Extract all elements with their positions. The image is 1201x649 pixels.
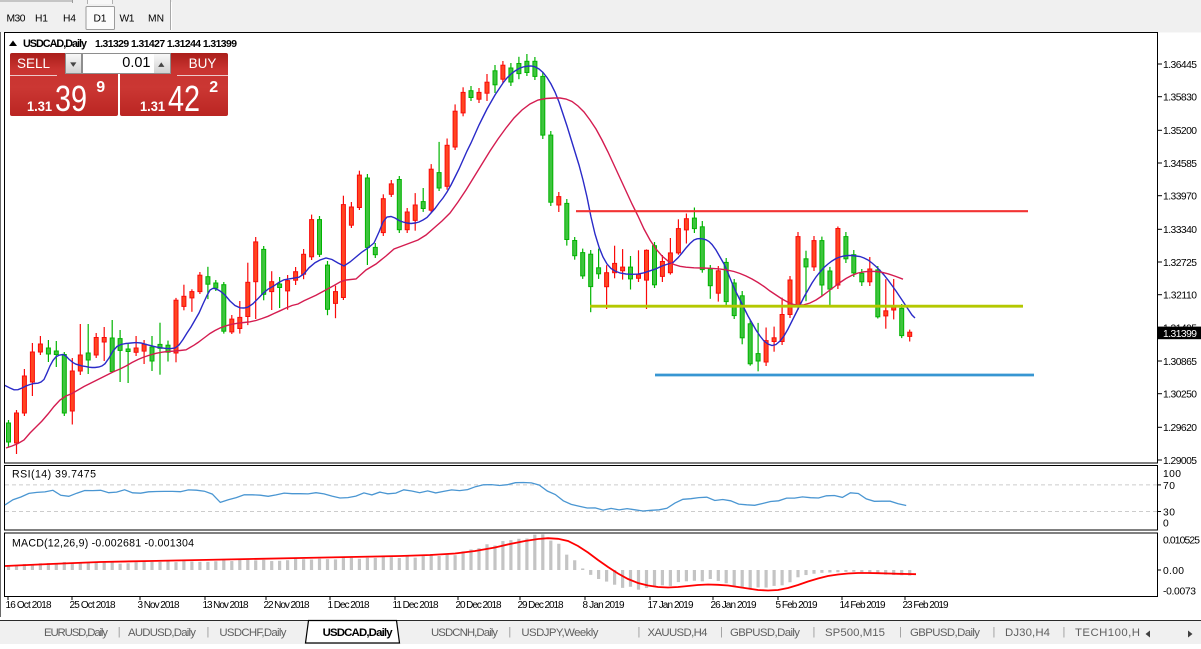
svg-text:GBPUSD,Daily: GBPUSD,Daily — [910, 627, 980, 639]
svg-text:1.33340: 1.33340 — [1163, 225, 1197, 236]
svg-text:-0.0073: -0.0073 — [1163, 586, 1196, 597]
svg-text:USDCAD,Daily: USDCAD,Daily — [323, 627, 394, 639]
svg-text:|: | — [720, 626, 723, 638]
svg-text:|: | — [899, 626, 902, 638]
svg-text:1.30865: 1.30865 — [1163, 357, 1197, 368]
svg-text:H1: H1 — [35, 14, 48, 25]
svg-text:|: | — [638, 626, 641, 638]
svg-text:RSI(14) 39.7475: RSI(14) 39.7475 — [12, 469, 96, 481]
svg-text:13 Nov 2018: 13 Nov 2018 — [203, 600, 249, 611]
svg-text:EURUSD,Daily: EURUSD,Daily — [44, 627, 108, 639]
svg-text:H4: H4 — [63, 14, 76, 25]
svg-text:16 Oct 2018: 16 Oct 2018 — [6, 600, 52, 611]
svg-text:TECH100,H: TECH100,H — [1075, 627, 1140, 639]
svg-text:GBPUSD,Daily: GBPUSD,Daily — [730, 627, 800, 639]
svg-text:100: 100 — [1163, 469, 1181, 480]
svg-text:|: | — [993, 626, 996, 638]
svg-text:23 Feb 2019: 23 Feb 2019 — [903, 600, 949, 611]
svg-text:|: | — [508, 626, 511, 638]
svg-text:USDCNH,Daily: USDCNH,Daily — [431, 627, 498, 639]
svg-text:0: 0 — [1163, 518, 1169, 529]
svg-text:USDCAD,Daily: USDCAD,Daily — [23, 38, 87, 50]
svg-text:1.29620: 1.29620 — [1163, 423, 1197, 434]
svg-text:|: | — [207, 626, 210, 638]
svg-text:1.35830: 1.35830 — [1163, 93, 1197, 104]
svg-text:26 Jan 2019: 26 Jan 2019 — [711, 600, 757, 611]
svg-text:22 Nov 2018: 22 Nov 2018 — [264, 600, 310, 611]
svg-text:1.30250: 1.30250 — [1163, 390, 1197, 401]
svg-text:1.36445: 1.36445 — [1163, 60, 1197, 71]
svg-text:70: 70 — [1163, 481, 1175, 492]
svg-text:1.31329 1.31427 1.31244 1.3139: 1.31329 1.31427 1.31244 1.31399 — [95, 39, 237, 50]
svg-text:1.35200: 1.35200 — [1163, 126, 1197, 137]
svg-text:1.32110: 1.32110 — [1163, 291, 1197, 302]
svg-text:3 Nov 2018: 3 Nov 2018 — [138, 600, 180, 611]
svg-text:29 Dec 2018: 29 Dec 2018 — [518, 600, 564, 611]
svg-text:0.010525: 0.010525 — [1163, 535, 1200, 546]
svg-text:0.00: 0.00 — [1163, 566, 1184, 577]
svg-text:14 Feb 2019: 14 Feb 2019 — [840, 600, 886, 611]
svg-text:8 Jan 2019: 8 Jan 2019 — [583, 600, 625, 611]
svg-text:USDCHF,Daily: USDCHF,Daily — [219, 627, 286, 639]
svg-text:AUDUSD,Daily: AUDUSD,Daily — [128, 627, 196, 639]
svg-text:1.29005: 1.29005 — [1163, 456, 1197, 467]
svg-text:M30: M30 — [7, 14, 26, 25]
svg-text:|: | — [1063, 626, 1066, 638]
svg-text:20 Dec 2018: 20 Dec 2018 — [456, 600, 502, 611]
svg-text:25 Oct 2018: 25 Oct 2018 — [70, 600, 116, 611]
svg-text:1.34585: 1.34585 — [1163, 159, 1197, 170]
svg-text:W1: W1 — [120, 14, 135, 25]
svg-text:1.32725: 1.32725 — [1163, 258, 1197, 269]
svg-text:30: 30 — [1163, 507, 1175, 518]
svg-text:1.33970: 1.33970 — [1163, 192, 1197, 203]
svg-text:1.31399: 1.31399 — [1163, 329, 1197, 340]
svg-text:D1: D1 — [94, 14, 107, 25]
svg-text:XAUUSD,H4: XAUUSD,H4 — [648, 627, 708, 639]
svg-text:1 Dec 2018: 1 Dec 2018 — [328, 600, 370, 611]
svg-text:DJ30,H4: DJ30,H4 — [1005, 627, 1050, 639]
svg-text:SP500,M15: SP500,M15 — [825, 627, 885, 639]
svg-text:|: | — [118, 626, 121, 638]
svg-text:11 Dec 2018: 11 Dec 2018 — [393, 600, 439, 611]
svg-text:MN: MN — [148, 14, 164, 25]
svg-text:|: | — [813, 626, 816, 638]
svg-text:MACD(12,26,9) -0.002681 -0.001: MACD(12,26,9) -0.002681 -0.001304 — [12, 538, 194, 550]
svg-text:17 Jan 2019: 17 Jan 2019 — [648, 600, 694, 611]
svg-text:5 Feb 2019: 5 Feb 2019 — [776, 600, 818, 611]
svg-text:USDJPY,Weekly: USDJPY,Weekly — [521, 627, 598, 639]
